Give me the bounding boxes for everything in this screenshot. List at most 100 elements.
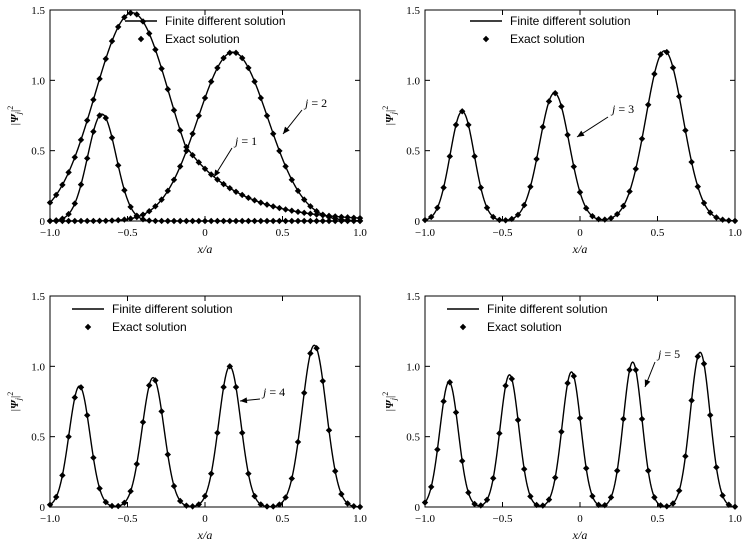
y-tick-label: 0.5 xyxy=(31,432,45,444)
exact-point-marker xyxy=(651,494,658,501)
legend-marker-swatch xyxy=(459,323,467,331)
exact-point-marker xyxy=(251,78,258,85)
exact-point-marker xyxy=(183,502,190,509)
exact-point-marker xyxy=(146,217,153,224)
exact-point-marker xyxy=(325,427,333,434)
exact-point-marker xyxy=(177,127,184,134)
exact-point-marker xyxy=(276,204,283,212)
exact-point-marker xyxy=(570,372,577,380)
x-tick-label: 0 xyxy=(577,227,583,239)
annotation-j4: j = 4 xyxy=(261,385,285,399)
exact-point-marker xyxy=(46,501,54,508)
exact-point-marker xyxy=(257,217,264,225)
exact-point-marker xyxy=(446,379,453,386)
exact-point-marker xyxy=(214,429,221,437)
exact-point-marker xyxy=(270,503,277,510)
exact-point-marker xyxy=(614,210,621,218)
exact-point-marker xyxy=(307,203,314,210)
exact-point-marker xyxy=(669,64,677,71)
exact-point-marker xyxy=(319,217,326,225)
exact-point-marker xyxy=(589,212,596,220)
exact-point-marker xyxy=(133,11,140,18)
exact-point-marker xyxy=(226,184,233,192)
exact-point-marker xyxy=(465,489,472,496)
exact-point-marker xyxy=(276,501,283,508)
x-tick-label: 1.0 xyxy=(353,227,367,239)
exact-point-marker xyxy=(84,412,91,419)
exact-point-marker xyxy=(214,176,221,183)
exact-point-marker xyxy=(595,215,602,223)
exact-point-marker xyxy=(245,217,252,225)
exact-point-marker xyxy=(307,210,314,217)
exact-point-marker xyxy=(90,217,97,225)
legend-item-exact: Exact solution xyxy=(510,32,585,46)
exact-point-marker xyxy=(620,202,627,210)
exact-point-marker xyxy=(164,86,171,93)
exact-point-marker xyxy=(301,209,308,217)
legend-marker-swatch xyxy=(482,35,490,43)
exact-point-marker xyxy=(301,196,308,203)
exact-point-marker xyxy=(189,503,196,510)
exact-point-marker xyxy=(208,78,215,85)
legend-item-finite: Finite different solution xyxy=(112,302,233,316)
exact-point-marker xyxy=(657,51,664,58)
annotation-j3: j = 3 xyxy=(610,102,634,116)
exact-point-marker xyxy=(521,465,528,473)
exact-point-marker xyxy=(452,121,460,129)
exact-point-marker xyxy=(282,494,289,501)
plot-frame xyxy=(424,295,736,508)
exact-point-marker xyxy=(552,89,559,97)
y-tick-label: 1.0 xyxy=(406,361,420,373)
exact-point-marker xyxy=(645,467,652,474)
exact-point-marker xyxy=(127,9,134,17)
y-axis-label: |Ψj|2 xyxy=(381,106,398,125)
annotation-arrowhead xyxy=(214,169,221,177)
x-tick-label: −1.0 xyxy=(415,513,435,525)
y-tick-label: 1.0 xyxy=(31,361,45,373)
x-tick-label: −0.5 xyxy=(118,513,138,525)
exact-point-marker xyxy=(53,191,60,199)
exact-point-marker xyxy=(446,153,453,160)
exact-point-marker xyxy=(239,54,246,62)
exact-point-marker xyxy=(731,503,739,510)
exact-point-marker xyxy=(183,147,190,155)
y-tick-label: 0.5 xyxy=(31,146,45,158)
exact-point-marker xyxy=(208,470,215,477)
exact-point-marker xyxy=(121,186,128,194)
legend-item-exact: Exact solution xyxy=(112,320,187,334)
exact-point-marker xyxy=(170,482,178,490)
panel-3: −1.0 −0.5 0 0.5 1.0 0 0.5 1.0 1.5 x/a |Ψj|2 Finite … xyxy=(6,291,367,542)
exact-point-marker xyxy=(164,451,171,458)
exact-point-marker xyxy=(459,457,466,465)
exact-point-marker xyxy=(558,103,565,110)
exact-point-marker xyxy=(77,136,85,144)
exact-point-marker xyxy=(725,501,732,508)
exact-point-marker xyxy=(527,183,534,190)
exact-point-marker xyxy=(90,128,97,135)
x-axis-label: x/a xyxy=(197,242,213,256)
exact-point-marker xyxy=(84,117,91,124)
exact-point-marker xyxy=(725,217,732,224)
exact-point-marker xyxy=(251,197,258,204)
exact-point-marker xyxy=(77,181,85,188)
exact-point-marker xyxy=(108,217,116,224)
exact-point-marker xyxy=(676,487,683,494)
exact-point-marker xyxy=(620,415,627,423)
legend-item-finite: Finite different solution xyxy=(510,14,631,28)
exact-point-marker xyxy=(344,216,351,224)
exact-point-marker xyxy=(514,416,522,424)
exact-point-marker xyxy=(96,485,103,492)
exact-point-marker xyxy=(84,155,91,162)
exact-point-marker xyxy=(96,217,103,225)
exact-point-marker xyxy=(53,493,60,501)
exact-point-marker xyxy=(214,217,221,225)
exact-point-marker xyxy=(539,502,546,509)
exact-point-marker xyxy=(626,366,633,374)
exact-point-marker xyxy=(700,360,708,367)
exact-point-marker xyxy=(71,200,78,207)
exact-point-marker xyxy=(434,204,441,211)
x-tick-label: 1.0 xyxy=(728,513,742,525)
exact-point-marker xyxy=(139,216,147,223)
series-line xyxy=(49,344,361,508)
y-tick-label: 1.0 xyxy=(31,75,45,87)
